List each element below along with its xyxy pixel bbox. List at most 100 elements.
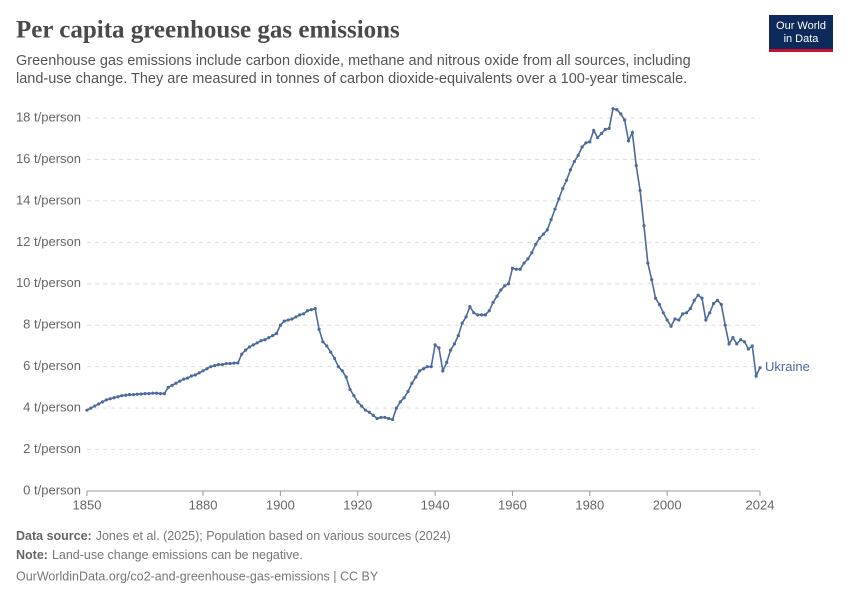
point [580, 145, 584, 149]
y-tick-label: 18 t/person [16, 109, 81, 124]
point [429, 365, 433, 369]
point [247, 345, 252, 349]
x-tick-label: 1850 [73, 497, 102, 512]
note-text: Land-use change emissions can be negativ… [52, 548, 303, 562]
point [135, 392, 139, 396]
point [356, 400, 360, 404]
point [510, 266, 515, 270]
point [549, 217, 553, 222]
point [158, 392, 163, 396]
y-tick-label: 6 t/person [23, 358, 81, 373]
point [93, 404, 97, 408]
point [309, 308, 313, 312]
x-tick-label: 1940 [421, 497, 450, 512]
point [723, 323, 727, 327]
point [155, 391, 159, 395]
point [499, 288, 503, 292]
logo-stripe [769, 49, 833, 52]
point [630, 130, 634, 135]
point [243, 348, 248, 352]
point [441, 369, 445, 373]
point [363, 408, 368, 412]
x-tick-label: 1920 [343, 497, 372, 512]
point [193, 373, 197, 377]
point [665, 318, 669, 322]
point [592, 128, 596, 133]
source-text: Jones et al. (2025); Population based on… [96, 529, 451, 543]
point [263, 338, 267, 342]
point [483, 313, 487, 317]
point [251, 343, 255, 347]
point [274, 331, 279, 336]
point [445, 360, 449, 365]
note: Note: Land-use change emissions can be ne… [16, 548, 303, 562]
point [402, 396, 406, 400]
point [197, 371, 201, 375]
point [100, 400, 105, 404]
x-tick-label: 2024 [746, 497, 775, 512]
point [97, 402, 101, 406]
point [124, 393, 128, 397]
point [352, 394, 356, 398]
point [286, 318, 290, 322]
point [557, 197, 561, 201]
point [634, 164, 638, 168]
point [603, 127, 607, 131]
y-tick-label: 12 t/person [16, 234, 81, 249]
point [607, 126, 611, 130]
point [344, 375, 348, 379]
point [336, 365, 341, 369]
point [437, 346, 441, 350]
point [700, 296, 704, 300]
point [220, 362, 224, 367]
point [522, 261, 526, 265]
point [112, 396, 116, 400]
note-label: Note: [16, 548, 48, 562]
line [86, 107, 761, 421]
point [491, 300, 495, 305]
point [704, 318, 708, 322]
point [681, 312, 685, 316]
point [646, 261, 650, 265]
logo [769, 15, 833, 52]
point [611, 107, 615, 111]
point [321, 340, 325, 344]
point [147, 392, 151, 396]
point [108, 397, 112, 401]
point [456, 333, 460, 338]
point [390, 417, 395, 422]
point [460, 321, 464, 325]
source: Data source: Jones et al. (2025); Populat… [16, 529, 451, 543]
point [553, 207, 557, 211]
point [127, 393, 132, 397]
point [708, 311, 712, 315]
point [479, 313, 484, 317]
point [421, 367, 426, 371]
point [545, 228, 549, 232]
x-tick-label: 1980 [575, 497, 604, 512]
point [89, 406, 93, 410]
point [166, 385, 170, 389]
point [673, 317, 677, 321]
point [661, 311, 665, 315]
point [375, 416, 379, 421]
point [727, 342, 731, 346]
point [487, 309, 491, 313]
point [711, 301, 716, 306]
point [116, 395, 120, 399]
series-label: Ukraine [765, 359, 810, 374]
point [240, 352, 244, 356]
point [653, 296, 658, 300]
point [294, 315, 298, 319]
y-tick-label: 16 t/person [16, 151, 81, 166]
point [464, 315, 468, 319]
point [143, 392, 147, 396]
point [406, 389, 410, 394]
subtitle: land-use change. They are measured in to… [16, 71, 687, 87]
point [360, 404, 364, 408]
point [565, 178, 569, 182]
point [255, 341, 259, 345]
point [719, 302, 723, 307]
point [572, 159, 576, 164]
point [139, 392, 143, 396]
